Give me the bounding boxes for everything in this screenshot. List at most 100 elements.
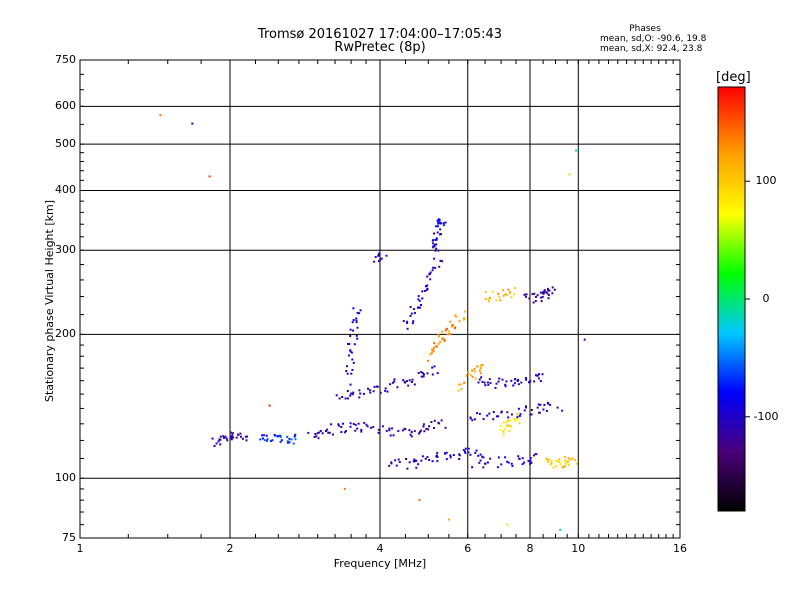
trace-point [412,320,415,323]
trace-point [474,377,477,380]
trace-point [386,390,389,393]
trace-point [464,447,467,450]
trace-point [355,317,358,320]
trace-point [505,380,508,383]
trace-point [230,436,233,439]
trace-point [342,422,344,425]
trace-point [288,441,291,444]
trace-point [517,383,520,386]
trace-point [415,459,418,462]
trace-point [513,293,516,296]
trace-point [514,287,517,290]
trace-point [479,372,482,375]
trace-point [510,462,513,465]
trace-point [444,426,447,429]
trace-point [367,387,369,390]
trace-point [378,260,380,263]
trace-point [479,453,482,456]
trace-point [551,292,554,295]
trace-point [294,438,297,441]
trace-point [545,457,548,460]
x-tick-label: 2 [226,542,234,555]
trace-point [518,422,521,425]
trace-point [352,319,355,321]
trace-point [431,351,433,354]
trace-point [372,426,375,429]
trace-point [350,351,353,354]
trace-point [317,437,320,440]
trace-point [435,243,438,246]
trace-point [561,466,564,469]
trace-point [428,459,431,461]
trace-point [497,380,500,383]
trace-point [326,428,329,431]
trace-point [520,381,523,384]
trace-point [465,374,468,377]
trace-point [506,460,509,463]
trace-point [498,295,501,298]
trace-point [353,343,356,346]
trace-point [384,387,387,390]
trace-point [397,458,400,461]
trace-point [462,318,465,321]
trace-point [217,440,220,443]
trace-point [410,312,413,315]
trace-point [314,433,317,435]
trace-point [500,411,503,414]
trace-point [346,372,349,375]
trace-point [316,432,319,435]
trace-point [351,321,354,324]
trace-point [478,369,481,372]
trace-point [475,449,478,452]
trace-point [390,461,393,464]
trace-point [551,286,554,289]
trace-point [441,260,443,263]
trace-point [464,310,467,313]
trace-point [351,369,354,371]
trace-point [428,273,431,276]
trace-point [492,418,495,421]
trace-point [426,288,429,290]
trace-point [350,392,353,395]
trace-point [497,456,500,459]
trace-point [431,269,434,272]
trace-point [388,429,391,432]
trace-point [569,458,572,461]
trace-point [535,295,537,298]
trace-point [352,329,355,332]
trace-point [410,381,413,383]
trace-point [422,375,425,378]
trace-point [542,290,545,293]
trace-point [347,354,350,357]
trace-point [352,361,355,364]
trace-point [337,423,340,426]
trace-point [482,418,485,421]
trace-point [393,380,396,383]
trace-point [531,293,534,296]
trace-point [413,383,416,386]
trace-point [463,381,466,384]
trace-point [525,378,528,381]
trace-point [509,424,512,427]
x-axis-label: Frequency [MHz] [333,557,427,570]
trace-point [549,463,552,466]
trace-point [431,366,434,369]
trace-point [240,435,242,438]
trace-point [567,457,570,460]
trace-point [388,464,391,467]
y-tick-label: 500 [55,137,76,151]
trace-point [437,343,440,345]
y-tick-label: 75 [62,531,76,544]
trace-point [354,429,357,432]
trace-point [469,453,472,456]
trace-point [523,461,526,464]
trace-point [219,443,222,446]
trace-point [410,431,413,433]
trace-point [269,440,272,443]
trace-point [417,372,420,374]
trace-point [476,412,478,415]
trace-point [408,379,411,382]
trace-point [434,345,437,348]
trace-point [529,457,532,460]
trace-point [552,466,555,469]
